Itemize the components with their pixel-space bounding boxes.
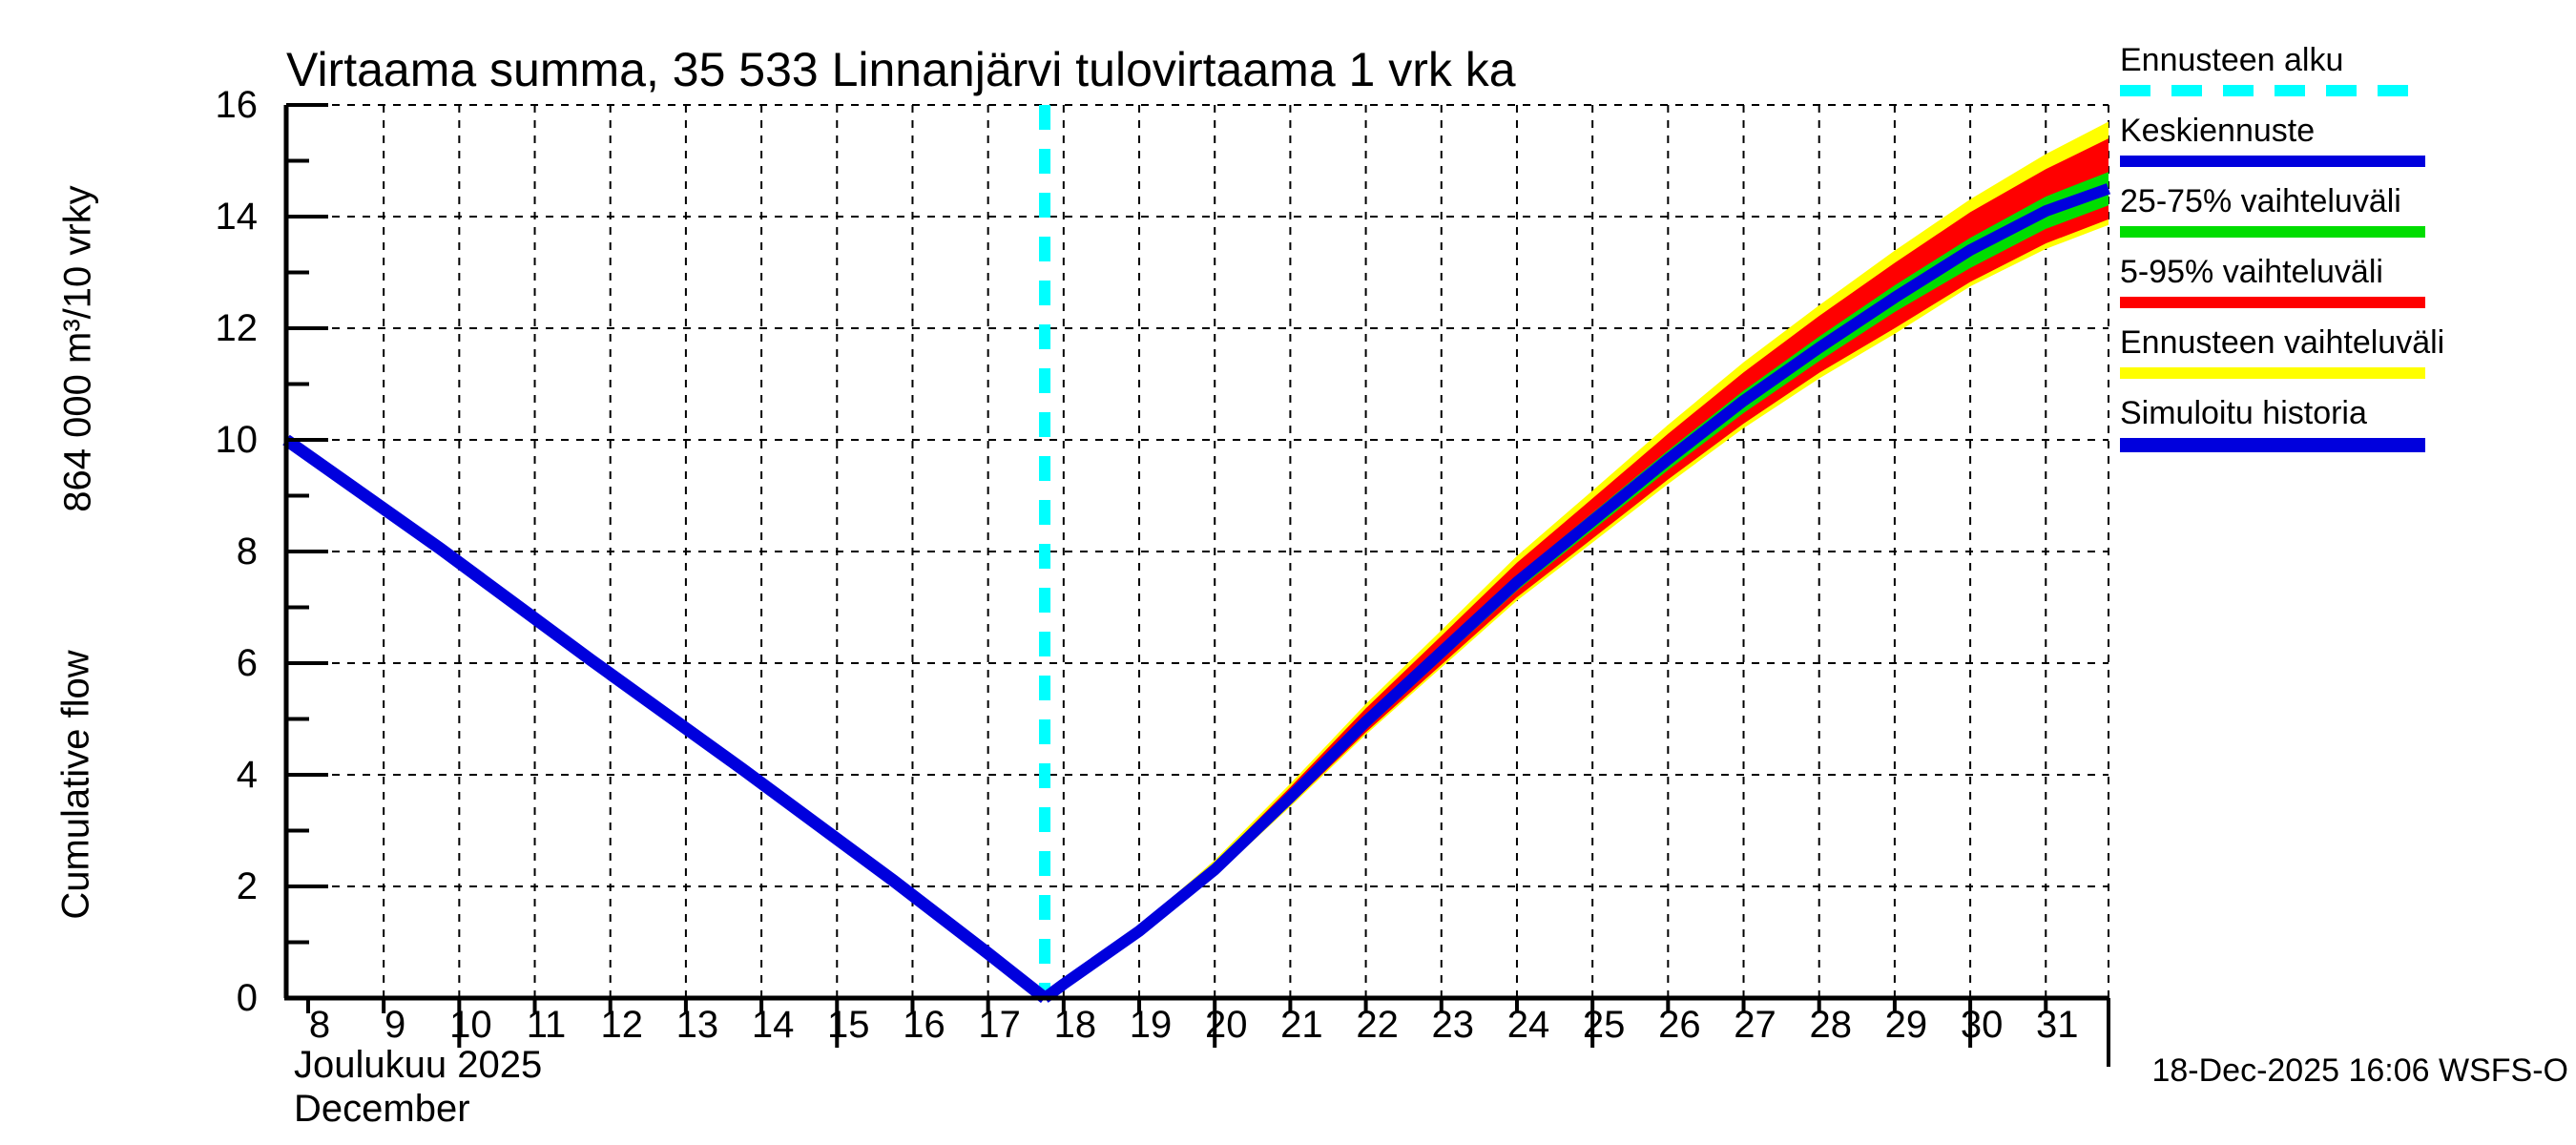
legend-item-label: Ennusteen alku <box>2120 42 2344 78</box>
legend-item-label: Ennusteen vaihteluväli <box>2120 324 2445 361</box>
legend-color-sample <box>2120 367 2425 379</box>
x-tick-label: 20 <box>1204 1004 1248 1046</box>
x-tick-label: 8 <box>308 1004 331 1046</box>
x-tick-label: 25 <box>1582 1004 1626 1046</box>
x-tick-label: 21 <box>1280 1004 1323 1046</box>
x-tick-label: 10 <box>449 1004 492 1046</box>
legend-color-sample <box>2120 226 2425 238</box>
y-tick-label: 12 <box>215 307 259 349</box>
chart-title: Virtaama summa, 35 533 Linnanjärvi tulov… <box>286 43 1516 96</box>
legend-item-label: Simuloitu historia <box>2120 395 2367 431</box>
x-tick-label: 27 <box>1734 1004 1776 1046</box>
timestamp-label: 18-Dec-2025 16:06 WSFS-O <box>2151 1052 2568 1089</box>
y-axis-name-label: Cumulative flow <box>54 650 97 920</box>
legend-item-label: 25-75% vaihteluväli <box>2120 183 2401 219</box>
legend-item: Ennusteen alku <box>2120 42 2444 96</box>
line-keskiennuste <box>1041 183 2111 1003</box>
y-tick-label: 16 <box>215 84 259 126</box>
legend-color-sample <box>2120 85 2425 96</box>
legend-item: 5-95% vaihteluväli <box>2120 254 2444 308</box>
x-tick-label: 14 <box>751 1004 795 1046</box>
line-simuloitu-historia <box>282 434 1049 1004</box>
x-tick-label: 29 <box>1884 1004 1928 1046</box>
legend-item-label: 5-95% vaihteluväli <box>2120 254 2383 290</box>
legend-item: Keskiennuste <box>2120 113 2444 167</box>
x-tick-label: 9 <box>384 1004 406 1046</box>
x-tick-label: 26 <box>1658 1004 1701 1046</box>
legend: Ennusteen alku Keskiennuste 25-75% vaihtel… <box>2120 42 2444 468</box>
x-tick-label: 19 <box>1129 1004 1173 1046</box>
x-tick-label: 16 <box>903 1004 945 1046</box>
x-axis-month-label-en: December <box>294 1088 470 1130</box>
x-tick-label: 13 <box>675 1004 719 1046</box>
y-tick-label: 10 <box>215 419 259 461</box>
y-tick-label: 8 <box>236 531 258 572</box>
x-tick-label: 22 <box>1356 1004 1399 1046</box>
legend-color-sample <box>2120 297 2425 308</box>
legend-item: Simuloitu historia <box>2120 395 2444 452</box>
x-tick-label: 11 <box>526 1004 567 1046</box>
y-tick-label: 2 <box>236 865 258 907</box>
legend-color-sample <box>2120 438 2425 452</box>
x-tick-label: 15 <box>827 1004 870 1046</box>
x-tick-label: 17 <box>978 1004 1021 1046</box>
y-tick-label: 14 <box>215 196 259 238</box>
x-tick-label: 23 <box>1431 1004 1475 1046</box>
y-tick-label: 0 <box>236 977 258 1019</box>
x-tick-label: 28 <box>1809 1004 1852 1046</box>
x-tick-label: 12 <box>600 1004 643 1046</box>
legend-color-sample <box>2120 156 2425 167</box>
x-tick-label: 31 <box>2036 1004 2079 1046</box>
legend-item: 25-75% vaihteluväli <box>2120 183 2444 238</box>
y-tick-label: 4 <box>236 754 258 796</box>
x-tick-label: 18 <box>1053 1004 1097 1046</box>
x-tick-label: 24 <box>1506 1004 1550 1046</box>
legend-item: Ennusteen vaihteluväli <box>2120 324 2444 379</box>
x-axis-month-label-fi: Joulukuu 2025 <box>294 1044 543 1086</box>
grid-lines <box>286 104 2109 998</box>
legend-item-label: Keskiennuste <box>2120 113 2316 149</box>
y-tick-label: 6 <box>236 642 258 684</box>
axes-and-ticks <box>283 103 2110 1067</box>
x-tick-label: 30 <box>1960 1004 2004 1046</box>
